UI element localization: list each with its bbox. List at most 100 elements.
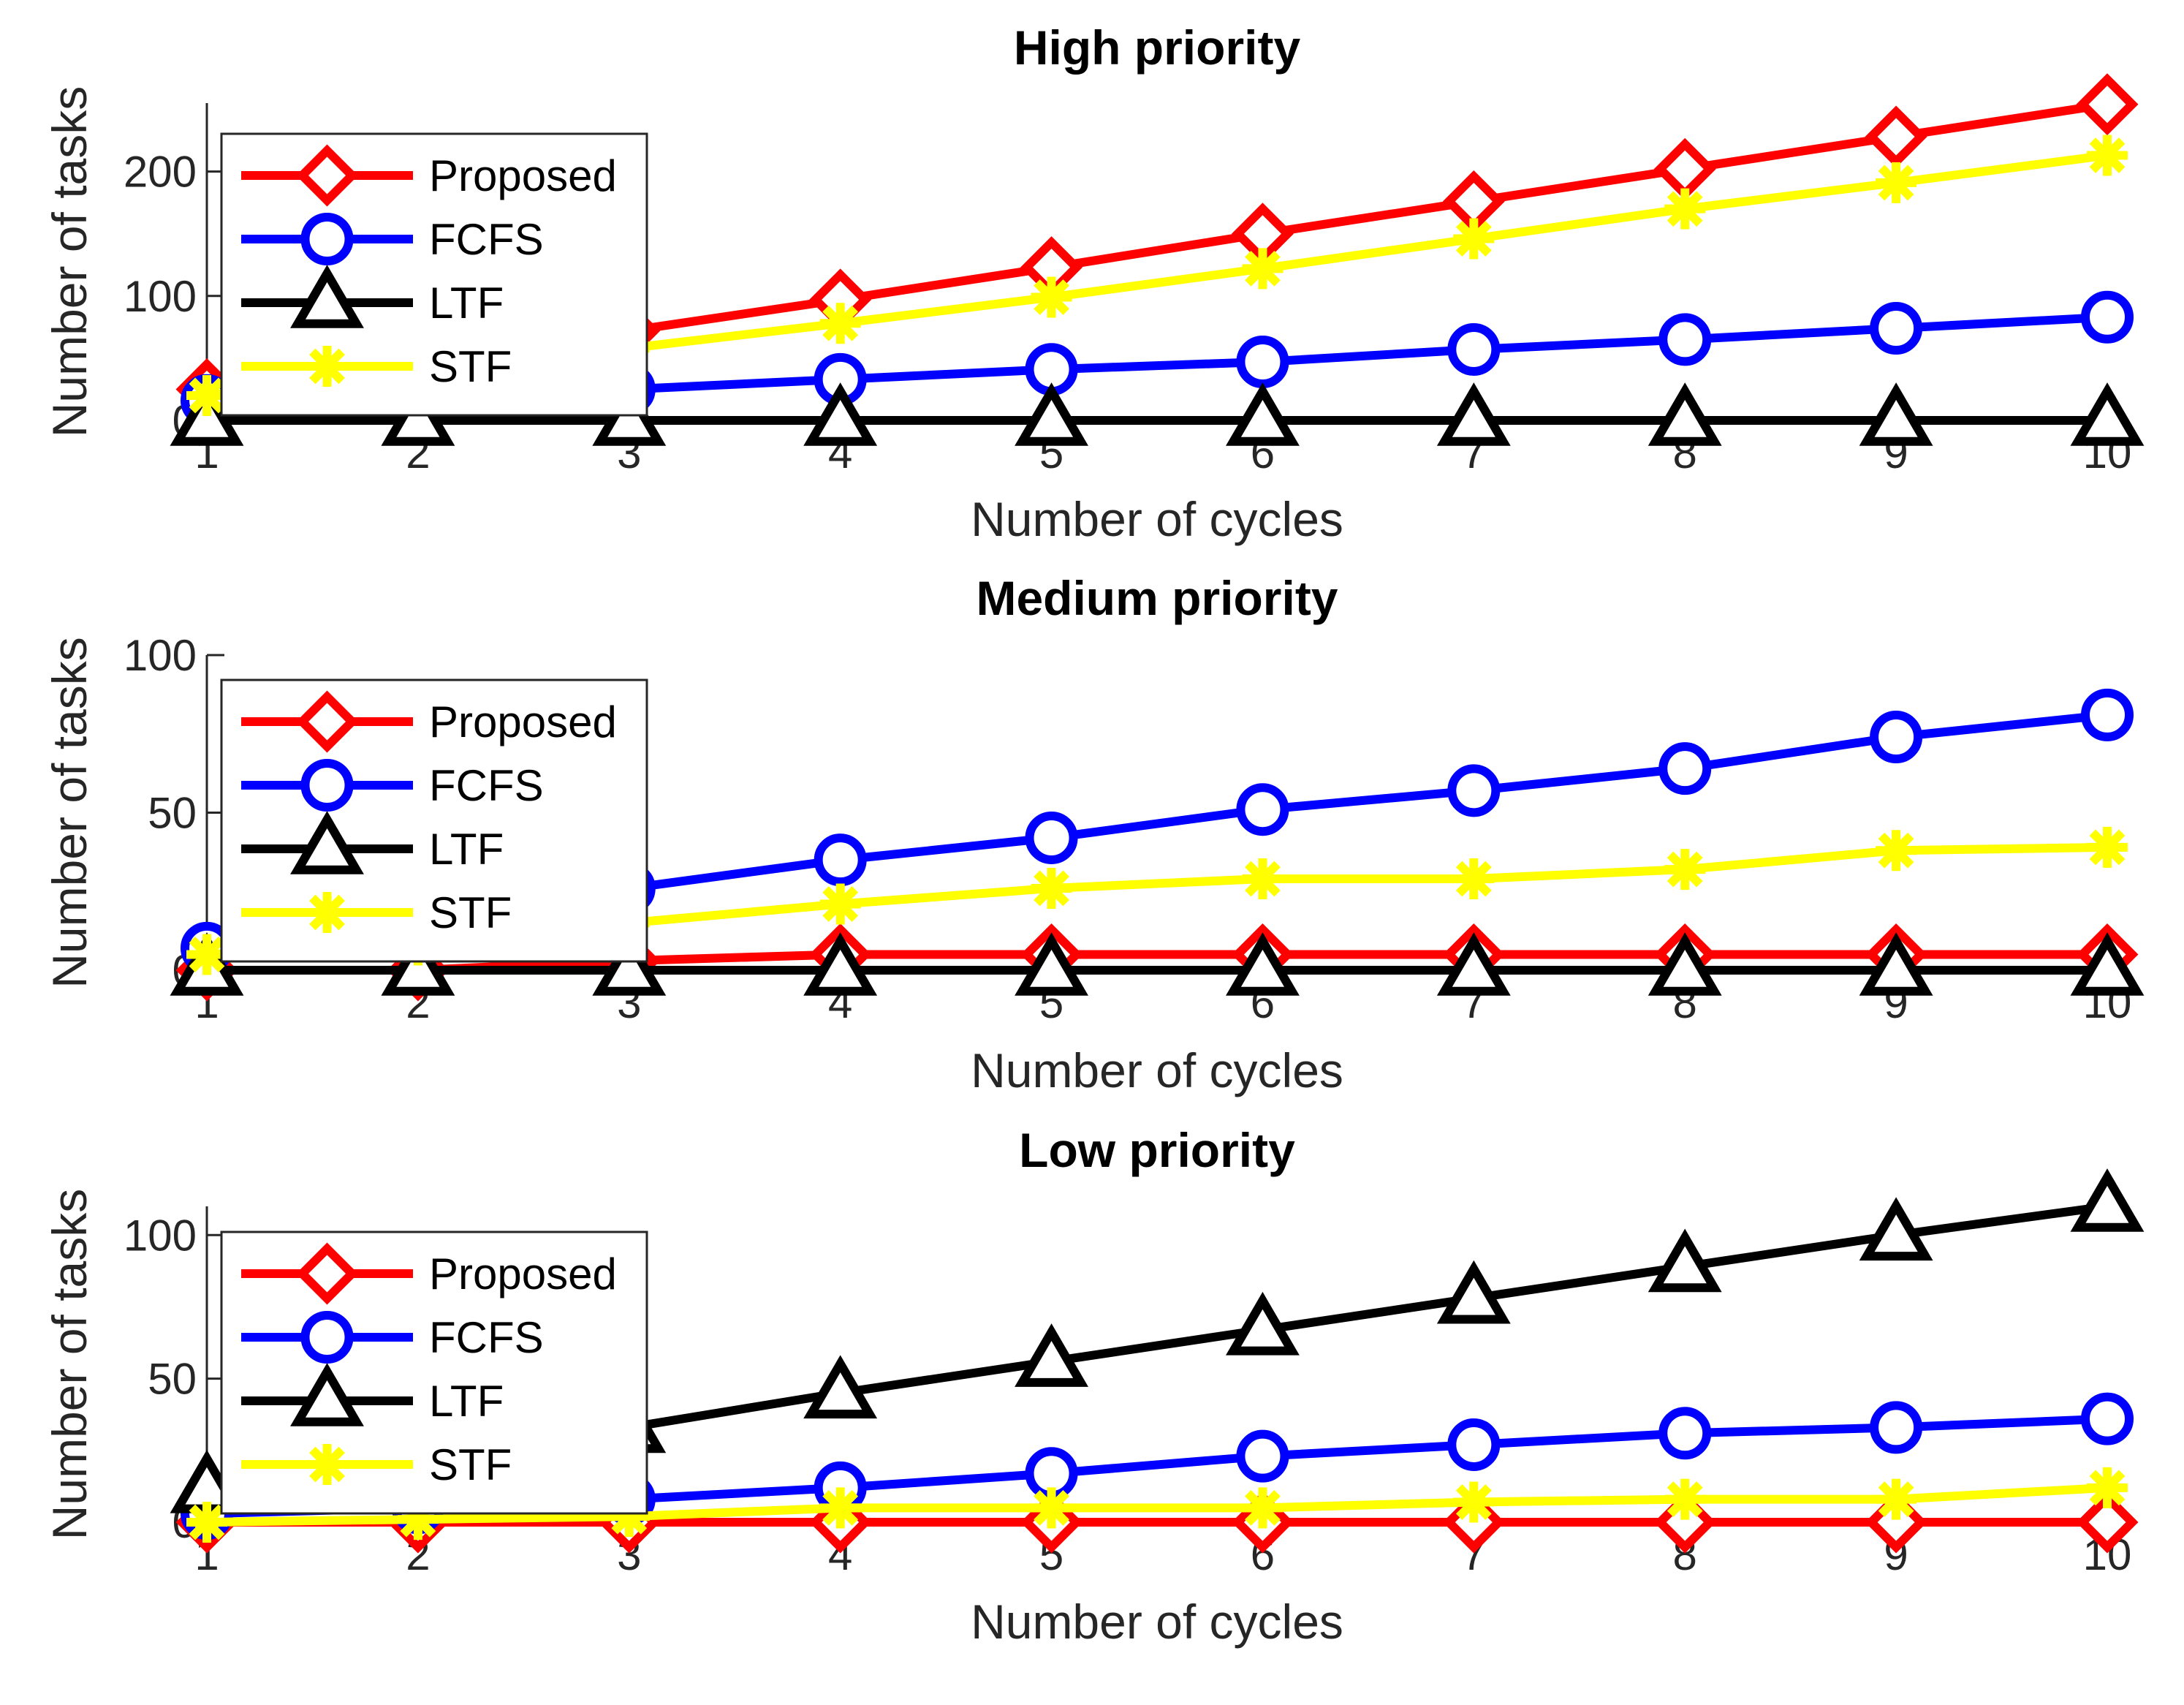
data-point-marker — [1226, 932, 1300, 996]
legend-marker — [290, 265, 364, 328]
legend-label: FCFS — [429, 215, 544, 264]
data-point-marker — [1226, 382, 1300, 446]
legend-marker — [300, 759, 354, 812]
legend-marker — [306, 892, 348, 933]
data-point-marker — [819, 1487, 861, 1529]
legend-entry: LTF — [241, 265, 504, 328]
y-tick-label: 50 — [148, 1355, 197, 1404]
data-point-marker — [2070, 1168, 2145, 1232]
data-point-marker — [1447, 764, 1501, 817]
legend-label: FCFS — [429, 1313, 544, 1362]
legend-marker — [290, 1363, 364, 1426]
data-point-marker — [1447, 322, 1501, 376]
data-point-marker — [1031, 867, 1072, 909]
chart-title: Low priority — [1019, 1123, 1295, 1177]
data-point-marker — [1015, 932, 1088, 996]
legend-marker — [296, 690, 358, 753]
data-point-marker — [2081, 290, 2134, 344]
data-point-marker — [2081, 688, 2134, 741]
data-point-marker — [803, 932, 878, 996]
legend-label: STF — [429, 342, 512, 391]
data-point-marker — [186, 374, 227, 416]
legend-label: LTF — [429, 1377, 504, 1426]
data-point-marker — [1031, 1487, 1072, 1529]
data-point-marker — [1242, 1487, 1284, 1529]
legend-marker — [306, 346, 348, 387]
y-tick-label: 50 — [148, 789, 197, 838]
data-point-marker — [1664, 1478, 1706, 1520]
x-axis-label: Number of cycles — [971, 1595, 1343, 1649]
y-axis-label: Number of tasks — [42, 1189, 96, 1540]
series-stf — [186, 1467, 2128, 1543]
data-point-marker — [1436, 932, 1511, 996]
data-point-marker — [186, 1502, 227, 1543]
data-point-marker — [1664, 188, 1706, 230]
y-tick-label: 100 — [124, 1211, 197, 1260]
legend-marker — [290, 811, 364, 874]
legend-label: STF — [429, 1440, 512, 1489]
data-point-marker — [1031, 276, 1072, 318]
data-point-marker — [1658, 1407, 1712, 1460]
legend-label: Proposed — [429, 698, 617, 746]
data-point-marker — [1870, 711, 1923, 764]
data-point-marker — [1226, 1291, 1300, 1356]
data-point-marker — [1242, 858, 1284, 900]
data-point-marker — [1015, 1323, 1088, 1387]
data-point-marker — [1870, 1401, 1923, 1454]
data-point-marker — [2087, 826, 2128, 868]
data-point-marker — [397, 1499, 439, 1540]
y-axis-label: Number of tasks — [42, 637, 96, 988]
y-tick-label: 100 — [124, 272, 197, 321]
data-point-marker — [1453, 1481, 1495, 1523]
data-point-marker — [2087, 135, 2128, 176]
y-axis-label: Number of tasks — [42, 86, 96, 438]
legend-label: STF — [429, 888, 512, 937]
legend-marker — [300, 213, 354, 265]
x-axis-label: Number of cycles — [971, 1043, 1343, 1097]
data-point-marker — [819, 883, 861, 925]
chart-title: High priority — [1014, 20, 1301, 75]
legend-entry: FCFS — [241, 1311, 544, 1364]
legend-entry: LTF — [241, 1363, 504, 1426]
data-point-marker — [1236, 336, 1289, 389]
series-line — [206, 1483, 2108, 1527]
data-point-marker — [1664, 849, 1706, 891]
legend: Proposed FCFS LTF STF — [220, 678, 648, 963]
data-point-marker — [1859, 932, 1933, 996]
legend-entry: FCFS — [241, 213, 544, 265]
legend-marker — [306, 1444, 348, 1485]
data-point-marker — [819, 303, 861, 344]
legend-entry: STF — [241, 342, 512, 391]
data-point-marker — [1447, 1418, 1501, 1471]
data-point-marker — [186, 934, 227, 975]
data-point-marker — [1242, 248, 1284, 290]
y-tick-label: 200 — [124, 148, 197, 197]
data-point-marker — [2070, 382, 2145, 446]
legend-label: FCFS — [429, 761, 544, 810]
data-point-marker — [1859, 382, 1933, 446]
legend-entry: Proposed — [241, 690, 617, 753]
data-point-marker — [1876, 162, 1917, 203]
data-point-marker — [1876, 830, 1917, 872]
data-point-marker — [1859, 1197, 1933, 1261]
data-point-marker — [1658, 742, 1712, 795]
data-point-marker — [1453, 858, 1495, 900]
data-point-marker — [1648, 382, 1722, 446]
data-point-marker — [2076, 73, 2139, 136]
legend-entry: Proposed — [241, 144, 617, 207]
data-point-marker — [814, 833, 867, 887]
x-axis-label: Number of cycles — [971, 492, 1343, 546]
data-point-marker — [592, 932, 667, 996]
data-point-marker — [381, 932, 455, 996]
series-line — [207, 950, 2107, 975]
legend-entry: STF — [241, 1440, 512, 1489]
data-point-marker — [2087, 1467, 2128, 1508]
legend: Proposed FCFS LTF STF — [220, 132, 648, 417]
legend-label: LTF — [429, 279, 504, 328]
data-point-marker — [1025, 811, 1078, 864]
data-point-marker — [1436, 1260, 1511, 1324]
legend-label: Proposed — [429, 1250, 617, 1298]
data-point-marker — [1648, 1228, 1722, 1293]
data-point-marker — [1658, 313, 1712, 366]
